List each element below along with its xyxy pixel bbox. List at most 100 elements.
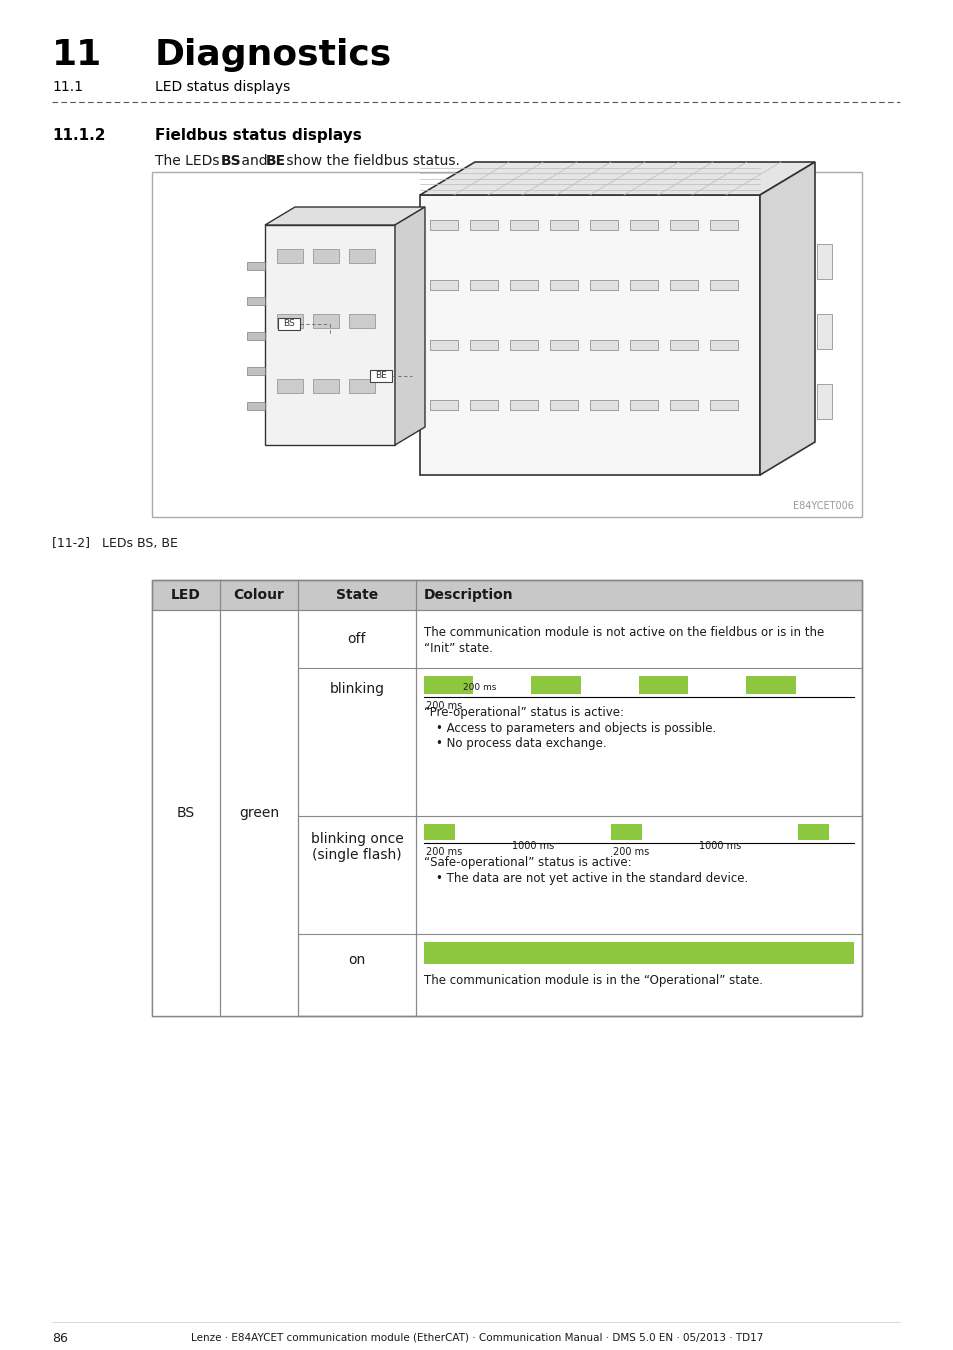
Bar xyxy=(349,379,375,393)
Bar xyxy=(550,279,578,290)
Bar xyxy=(669,340,698,350)
Text: Colour: Colour xyxy=(233,589,284,602)
Text: [11-2]   LEDs BS, BE: [11-2] LEDs BS, BE xyxy=(52,537,177,549)
Text: green: green xyxy=(238,806,279,819)
Bar xyxy=(470,220,497,230)
Bar xyxy=(152,580,862,1017)
Bar xyxy=(247,332,265,340)
Text: The LEDs: The LEDs xyxy=(154,154,224,167)
Bar xyxy=(349,315,375,328)
Bar xyxy=(669,400,698,410)
Text: Lenze · E84AYCET communication module (EtherCAT) · Communication Manual · DMS 5.: Lenze · E84AYCET communication module (E… xyxy=(191,1332,762,1343)
Text: E84YCET006: E84YCET006 xyxy=(792,501,853,512)
Bar xyxy=(423,676,473,694)
Bar xyxy=(430,279,457,290)
Bar xyxy=(816,383,831,418)
Bar xyxy=(629,340,658,350)
Text: 200 ms: 200 ms xyxy=(426,846,462,857)
Text: BS: BS xyxy=(283,320,294,328)
Bar xyxy=(247,262,265,270)
Bar xyxy=(470,400,497,410)
Text: blinking once: blinking once xyxy=(311,832,403,846)
Bar xyxy=(589,400,618,410)
Text: LED status displays: LED status displays xyxy=(154,80,290,94)
Polygon shape xyxy=(265,207,424,225)
Bar xyxy=(265,225,395,446)
Bar xyxy=(510,220,537,230)
Text: • No process data exchange.: • No process data exchange. xyxy=(436,737,606,751)
Text: The communication module is not active on the fieldbus or is in the: The communication module is not active o… xyxy=(423,626,823,639)
Bar xyxy=(531,676,580,694)
Text: show the fieldbus status.: show the fieldbus status. xyxy=(282,154,459,167)
Text: off: off xyxy=(348,632,366,647)
Bar xyxy=(152,610,220,1017)
Bar xyxy=(152,580,862,610)
Bar xyxy=(430,220,457,230)
Text: Fieldbus status displays: Fieldbus status displays xyxy=(154,128,361,143)
Text: 200 ms: 200 ms xyxy=(426,701,462,711)
Text: The communication module is in the “Operational” state.: The communication module is in the “Oper… xyxy=(423,973,762,987)
Bar xyxy=(589,340,618,350)
Bar xyxy=(276,248,303,263)
Bar xyxy=(276,315,303,328)
Bar xyxy=(276,379,303,393)
Bar xyxy=(709,340,738,350)
Bar xyxy=(220,610,297,1017)
Text: • Access to parameters and objects is possible.: • Access to parameters and objects is po… xyxy=(436,722,716,734)
Text: 200 ms: 200 ms xyxy=(462,683,496,693)
Bar xyxy=(797,824,828,840)
Bar xyxy=(550,400,578,410)
Bar xyxy=(639,676,688,694)
Bar xyxy=(629,220,658,230)
Text: BE: BE xyxy=(266,154,286,167)
Bar xyxy=(470,279,497,290)
Bar xyxy=(419,194,760,475)
Text: “Init” state.: “Init” state. xyxy=(423,643,493,655)
Bar xyxy=(709,400,738,410)
Text: (single flash): (single flash) xyxy=(312,848,401,863)
Bar xyxy=(430,400,457,410)
Bar xyxy=(629,279,658,290)
Bar xyxy=(370,370,392,382)
Text: Description: Description xyxy=(423,589,513,602)
Bar xyxy=(709,220,738,230)
Text: BS: BS xyxy=(221,154,241,167)
Bar xyxy=(247,297,265,305)
Text: 1000 ms: 1000 ms xyxy=(699,841,740,850)
Bar xyxy=(589,279,618,290)
Polygon shape xyxy=(419,162,814,194)
Text: blinking: blinking xyxy=(329,682,384,697)
Bar xyxy=(510,400,537,410)
Text: 11.1.2: 11.1.2 xyxy=(52,128,106,143)
Bar xyxy=(470,340,497,350)
Text: on: on xyxy=(348,953,365,967)
Bar xyxy=(430,340,457,350)
Polygon shape xyxy=(395,207,424,446)
Bar xyxy=(669,220,698,230)
Bar xyxy=(816,313,831,348)
Polygon shape xyxy=(760,162,814,475)
Text: and: and xyxy=(236,154,272,167)
Text: 11.1: 11.1 xyxy=(52,80,83,94)
Bar xyxy=(277,319,299,329)
Text: 11: 11 xyxy=(52,38,102,72)
Bar xyxy=(709,279,738,290)
Bar xyxy=(247,367,265,375)
Text: State: State xyxy=(335,589,377,602)
Text: • The data are not yet active in the standard device.: • The data are not yet active in the sta… xyxy=(436,872,747,886)
Bar xyxy=(669,279,698,290)
Bar xyxy=(152,171,862,517)
Bar xyxy=(510,340,537,350)
Text: “Pre-operational” status is active:: “Pre-operational” status is active: xyxy=(423,706,623,720)
Text: 86: 86 xyxy=(52,1331,68,1345)
Text: “Safe-operational” status is active:: “Safe-operational” status is active: xyxy=(423,856,631,869)
Text: 200 ms: 200 ms xyxy=(613,846,649,857)
Bar xyxy=(152,580,862,1017)
Bar xyxy=(247,402,265,410)
Text: 1000 ms: 1000 ms xyxy=(512,841,554,850)
Bar xyxy=(510,279,537,290)
Text: BE: BE xyxy=(375,371,387,381)
Bar xyxy=(610,824,641,840)
Bar xyxy=(550,220,578,230)
Text: Diagnostics: Diagnostics xyxy=(154,38,392,72)
